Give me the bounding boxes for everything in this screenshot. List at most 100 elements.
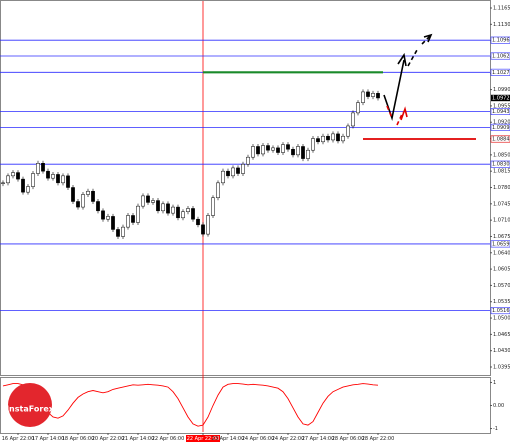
candle xyxy=(281,144,285,153)
x-tick-label: 18 Apr 06:00 xyxy=(62,436,95,442)
candle xyxy=(36,163,40,174)
candle xyxy=(216,182,220,199)
level-box xyxy=(490,68,510,76)
price-label: 1.0972 xyxy=(492,95,510,101)
support-label: 1.0884 xyxy=(492,137,510,143)
candle xyxy=(81,194,85,208)
candle xyxy=(256,146,260,155)
alt-forecast xyxy=(386,105,404,126)
y-tick-label: 1.0920 xyxy=(493,120,510,126)
candle xyxy=(156,200,160,212)
candle xyxy=(186,208,190,212)
candle xyxy=(116,229,120,237)
logo-badge xyxy=(8,383,52,427)
candle xyxy=(51,174,55,179)
y-tick-label: 1.0535 xyxy=(493,299,510,305)
candle xyxy=(146,195,150,203)
candle xyxy=(111,216,115,230)
candle xyxy=(196,218,200,226)
level-label: 1.1062 xyxy=(492,54,510,60)
candle xyxy=(261,145,265,155)
x-tick-label: 16 Apr 22:00 xyxy=(2,436,35,442)
candle xyxy=(241,163,245,174)
candle xyxy=(376,93,380,99)
candle xyxy=(151,200,155,203)
x-tick-label: 28 Apr 06:00 xyxy=(332,436,365,442)
candle xyxy=(266,145,270,151)
x-tick-label: 20 Apr 22:00 xyxy=(92,436,125,442)
candle xyxy=(341,135,345,142)
candle xyxy=(21,178,25,193)
candle xyxy=(356,102,360,114)
y-tick-label: 1.0745 xyxy=(493,201,510,207)
y-tick-label: 1.0395 xyxy=(493,365,510,371)
level-label: 1.0516 xyxy=(492,308,510,314)
candle xyxy=(141,195,145,207)
candle xyxy=(181,211,185,219)
y-tick-label: 1.0780 xyxy=(493,185,510,191)
candle xyxy=(276,147,280,153)
candle xyxy=(286,144,290,150)
candle xyxy=(6,175,10,184)
oscillator-line xyxy=(2,383,379,427)
candle xyxy=(101,210,105,220)
x-tick-label: 21 Apr 14:00 xyxy=(122,436,155,442)
arrow-head xyxy=(400,106,408,121)
candle xyxy=(271,147,275,151)
candle xyxy=(166,203,170,214)
watermark: InstaForex xyxy=(6,405,55,414)
candle xyxy=(41,163,45,172)
y-tick-label: 1.1165 xyxy=(493,5,510,11)
candle xyxy=(371,93,375,97)
x-tick-label: 22 Apr 06:00 xyxy=(152,436,185,442)
y2-tick-label: 0.00 xyxy=(493,403,504,409)
y-tick-label: 1.0850 xyxy=(493,152,510,158)
candle xyxy=(361,91,365,103)
x-tick-label: 28 Apr 22:00 xyxy=(362,436,395,442)
level-label: 1.0659 xyxy=(492,241,510,247)
candle xyxy=(346,125,350,137)
y-tick-label: 1.0640 xyxy=(493,250,510,256)
candle xyxy=(291,149,295,156)
y2-tick-label: 1 xyxy=(493,380,496,386)
level-box xyxy=(490,240,510,248)
candle xyxy=(236,167,240,174)
candle xyxy=(56,174,60,184)
y-tick-label: 1.0430 xyxy=(493,348,510,354)
candle xyxy=(16,172,20,180)
candle xyxy=(121,226,125,237)
y-tick-label: 1.0500 xyxy=(493,316,510,322)
x-tick-label: 23 Apr 14:00 xyxy=(212,436,245,442)
candle xyxy=(336,133,340,142)
y-tick-label: 1.0815 xyxy=(493,169,510,175)
candle xyxy=(326,135,330,141)
candle xyxy=(126,215,130,228)
x-tick-label: 17 Apr 14:00 xyxy=(32,436,65,442)
forecast-path xyxy=(383,59,405,121)
candle xyxy=(26,186,30,193)
candle xyxy=(251,146,255,158)
x-tick-label: 24 Apr 06:00 xyxy=(242,436,275,442)
candle xyxy=(316,138,320,143)
y2-tick-label: -1 xyxy=(493,426,498,432)
y-tick-label: 1.1130 xyxy=(493,22,510,28)
price-box xyxy=(491,94,510,102)
level-box xyxy=(490,160,510,168)
forecast-dash xyxy=(407,35,431,67)
candle xyxy=(106,216,110,220)
y-tick-label: 1.0465 xyxy=(493,332,510,338)
candle xyxy=(331,133,335,141)
arrow-head xyxy=(397,52,407,67)
level-box xyxy=(490,52,510,60)
y-tick-label: 1.0710 xyxy=(493,218,510,224)
x-tick-highlight xyxy=(186,435,220,442)
candle xyxy=(91,190,95,202)
level-box xyxy=(490,123,510,131)
candle xyxy=(1,182,5,184)
candle xyxy=(301,146,305,159)
candle xyxy=(366,91,370,97)
y-tick-label: 1.0990 xyxy=(493,87,510,93)
level-box xyxy=(490,36,510,44)
forecast xyxy=(383,33,433,126)
candle xyxy=(11,172,15,177)
